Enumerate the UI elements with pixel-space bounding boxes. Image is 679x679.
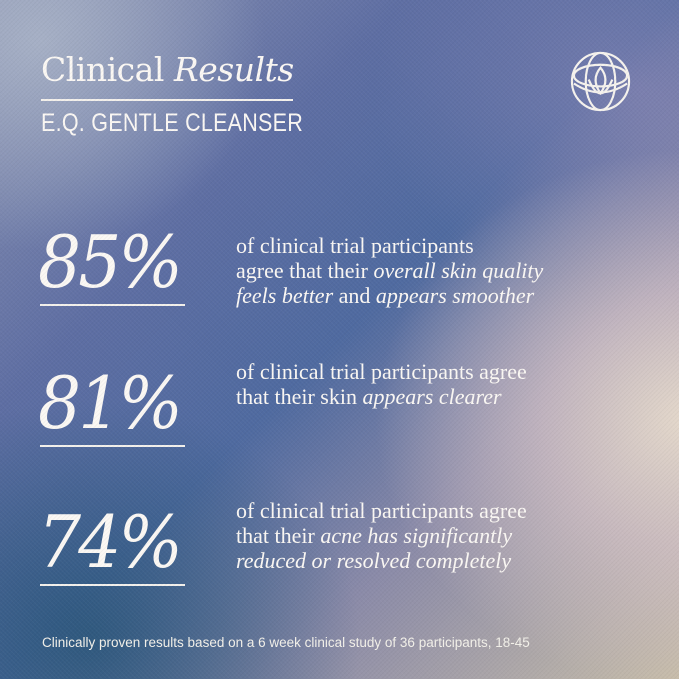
desc-text: that their bbox=[236, 523, 321, 548]
desc-text: of clinical trial participants bbox=[236, 233, 474, 258]
desc-emphasis: acne has significantly bbox=[320, 523, 513, 548]
desc-emphasis: appears clearer bbox=[362, 384, 502, 409]
title-regular: Clinical bbox=[41, 50, 164, 89]
desc-text: of clinical trial participants agree bbox=[236, 498, 527, 523]
desc-emphasis: feels better bbox=[236, 283, 334, 308]
stat-underline bbox=[40, 445, 185, 447]
desc-text: and bbox=[333, 283, 376, 308]
stat-description: of clinical trial participants agree tha… bbox=[236, 359, 527, 409]
desc-text: of clinical trial participants agree bbox=[236, 359, 527, 384]
globe-lotus-icon bbox=[570, 51, 631, 112]
study-footnote: Clinically proven results based on a 6 w… bbox=[42, 635, 530, 650]
stat-percent: 81% bbox=[38, 361, 183, 445]
stat-description: of clinical trial participants agree tha… bbox=[236, 233, 543, 308]
desc-emphasis: appears smoother bbox=[375, 283, 535, 308]
title-italic: Results bbox=[173, 50, 294, 89]
page-title: Clinical Results bbox=[41, 50, 294, 90]
title-underline bbox=[41, 99, 293, 101]
stat-description: of clinical trial participants agree tha… bbox=[236, 498, 527, 573]
stat-underline bbox=[40, 584, 185, 586]
product-name: E.Q. GENTLE CLEANSER bbox=[41, 109, 304, 137]
stat-underline bbox=[40, 304, 185, 306]
desc-emphasis: reduced or resolved completely bbox=[236, 548, 512, 573]
desc-emphasis: overall skin quality bbox=[373, 258, 544, 283]
desc-text: agree that their bbox=[236, 258, 374, 283]
stat-percent: 85% bbox=[38, 220, 183, 304]
desc-text: that their skin bbox=[236, 384, 363, 409]
stat-percent: 74% bbox=[38, 500, 183, 584]
